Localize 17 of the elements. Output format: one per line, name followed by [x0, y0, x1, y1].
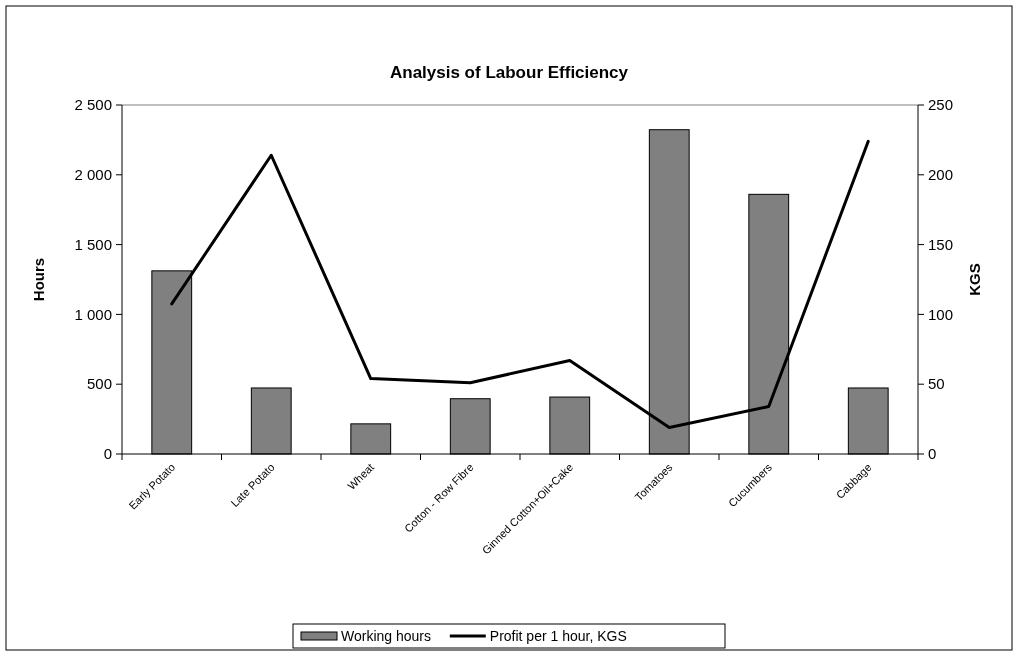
- y2-tick-label: 0: [928, 445, 937, 463]
- y-tick-label: 0: [103, 445, 112, 463]
- y-tick-label: 1 500: [74, 235, 112, 253]
- y2-tick-label: 150: [928, 235, 954, 253]
- y2-tick-label: 200: [928, 166, 954, 184]
- y-tick-label: 2 000: [74, 166, 112, 184]
- chart-title: Analysis of Labour Efficiency: [389, 63, 629, 82]
- y-tick-label: 2 500: [74, 96, 112, 114]
- y2-axis-title: KGS: [966, 263, 983, 296]
- y-tick-label: 500: [86, 375, 112, 393]
- legend-label: Working hours: [341, 628, 432, 644]
- legend-label: Profit per 1 hour, KGS: [489, 628, 627, 644]
- y2-tick-label: 50: [928, 375, 945, 393]
- y2-tick-label: 100: [928, 305, 954, 323]
- y-tick-label: 1 000: [74, 305, 112, 323]
- y-axis-title: Hours: [30, 257, 47, 302]
- y2-tick-label: 250: [928, 96, 954, 114]
